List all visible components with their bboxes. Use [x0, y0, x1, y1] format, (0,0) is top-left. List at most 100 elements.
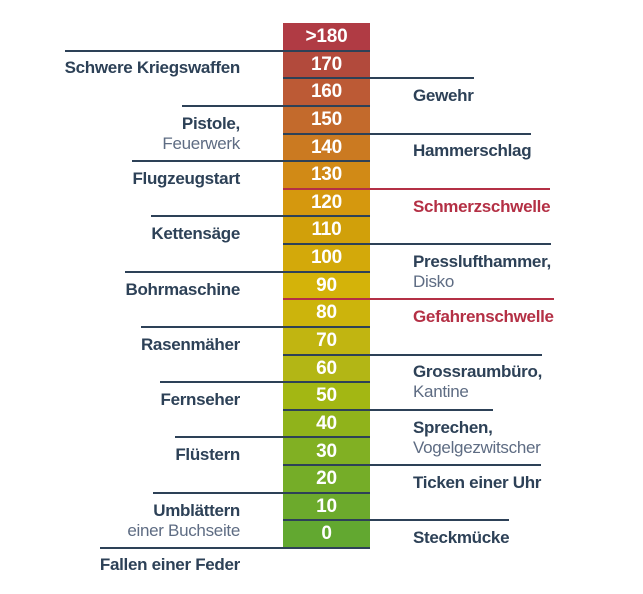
bar-segment-80: 80 [283, 299, 370, 328]
left-label-schwere-kriegswaffen: Schwere Kriegswaffen [64, 58, 241, 78]
label-text: Schwere Kriegswaffen [64, 58, 241, 78]
label-subtext: einer Buchseite [127, 520, 240, 540]
bar-segment-130: 130 [283, 161, 370, 190]
right-label-hammerschlag: Hammerschlag [413, 141, 532, 161]
bar-segment-180: >180 [283, 23, 370, 52]
label-text: Fernseher [160, 390, 240, 410]
bar-segment-110: 110 [283, 216, 370, 245]
label-text: Umblättern [153, 500, 240, 520]
db-value: 0 [321, 523, 332, 545]
level-line [175, 436, 370, 439]
level-line [283, 408, 493, 411]
bar-segment-90: 90 [283, 271, 370, 300]
right-label-steckmücke: Steckmücke [413, 528, 510, 548]
level-line [125, 270, 370, 273]
level-line [153, 491, 370, 494]
label-text: Pistole, [181, 113, 240, 133]
db-value: 150 [310, 108, 343, 130]
db-value: 110 [311, 219, 342, 241]
bar-segment-10: 10 [283, 492, 370, 521]
left-label-pistole: Pistole, Feuerwerk [162, 114, 240, 154]
right-label-gefahrenschwelle: Gefahrenschwelle [413, 307, 554, 327]
label-text: Fallen einer Feder [99, 555, 240, 574]
label-text: Rasenmäher [140, 334, 240, 354]
right-label-presslufthammer: Presslufthammer, Disko [413, 252, 551, 292]
label-text: Hammerschlag [413, 141, 532, 161]
db-value: 130 [310, 164, 343, 186]
right-label-schmerzschwelle: Schmerzschwelle [413, 196, 551, 217]
bar-segment-40: 40 [283, 409, 370, 438]
left-label-flüstern: Flüstern [175, 445, 240, 465]
bar-segment-70: 70 [283, 326, 370, 356]
bar-segment-0: 0 [283, 520, 370, 549]
level-line [283, 243, 551, 246]
label-text: Flüstern [175, 445, 240, 465]
label-text: Flugzeugstart [132, 168, 240, 188]
level-line [182, 104, 370, 107]
level-line [141, 325, 370, 328]
level-line [283, 519, 509, 522]
label-text: Steckmücke [413, 528, 510, 548]
bar-segment-60: 60 [283, 354, 370, 383]
label-subtext: Vogelgezwitscher [413, 437, 541, 457]
left-label-flugzeugstart: Flugzeugstart [132, 169, 240, 189]
bar-segment-100: 100 [283, 244, 370, 273]
bar-segment-20: 20 [283, 465, 370, 494]
threshold-line [283, 187, 550, 190]
bar-segment-170: 170 [283, 50, 370, 79]
db-value: 160 [310, 81, 343, 103]
left-label-bohrmaschine: Bohrmaschine [126, 280, 241, 300]
level-line [283, 132, 531, 135]
level-line [160, 381, 370, 384]
label-text: Bohrmaschine [125, 279, 241, 299]
db-value: 100 [310, 247, 343, 269]
db-value: 170 [310, 53, 343, 75]
level-line [283, 464, 541, 467]
label-text: Ticken einer Uhr [413, 472, 542, 492]
db-value: 80 [316, 302, 337, 324]
right-label-grossraumbüro: Grossraumbüro, Kantine [413, 362, 542, 402]
bar-segment-120: 120 [283, 188, 370, 217]
level-line [132, 160, 370, 163]
bar-segment-30: 30 [283, 437, 370, 466]
bar-segment-150: 150 [283, 105, 370, 135]
db-value: >180 [305, 26, 348, 48]
label-text: Schmerzschwelle [413, 196, 551, 216]
label-subtext: Kantine [413, 382, 469, 402]
label-subtext: Disko [413, 271, 455, 291]
db-value: 10 [316, 495, 337, 517]
left-label-kettensäge: Kettensäge [151, 224, 240, 244]
right-label-ticken-einer-uhr: Ticken einer Uhr [413, 473, 541, 493]
label-text: Grossraumbüro, [413, 362, 542, 382]
left-label-umblättern: Umblättern einer Buchseite [127, 501, 240, 541]
level-line [283, 77, 474, 80]
bar-segment-50: 50 [283, 382, 370, 411]
db-value: 60 [316, 357, 337, 379]
db-value: 30 [316, 440, 337, 462]
label-text: Gewehr [413, 86, 474, 106]
db-value: 120 [310, 191, 343, 213]
label-text: Gefahrenschwelle [413, 307, 554, 327]
level-line [100, 547, 370, 549]
right-label-gewehr: Gewehr [413, 86, 474, 106]
threshold-line [283, 298, 554, 301]
db-value: 90 [316, 274, 337, 296]
level-line [65, 49, 370, 52]
label-text: Sprechen, [413, 417, 493, 437]
bar-segment-160: 160 [283, 78, 370, 107]
left-label-fernseher: Fernseher [160, 390, 240, 410]
db-value: 140 [310, 136, 343, 158]
db-value: 70 [316, 330, 337, 351]
left-label-rasenmäher: Rasenmäher [141, 335, 240, 355]
level-line [283, 353, 542, 356]
right-label-sprechen: Sprechen, Vogelgezwitscher [413, 418, 541, 458]
level-line [151, 215, 370, 218]
bar-segment-140: 140 [283, 133, 370, 162]
label-text: Kettensäge [151, 224, 240, 244]
label-text: Presslufthammer, [413, 251, 551, 271]
db-value: 20 [316, 468, 337, 490]
db-value: 50 [316, 385, 337, 407]
label-subtext: Feuerwerk [162, 133, 240, 153]
db-value: 40 [316, 412, 337, 434]
